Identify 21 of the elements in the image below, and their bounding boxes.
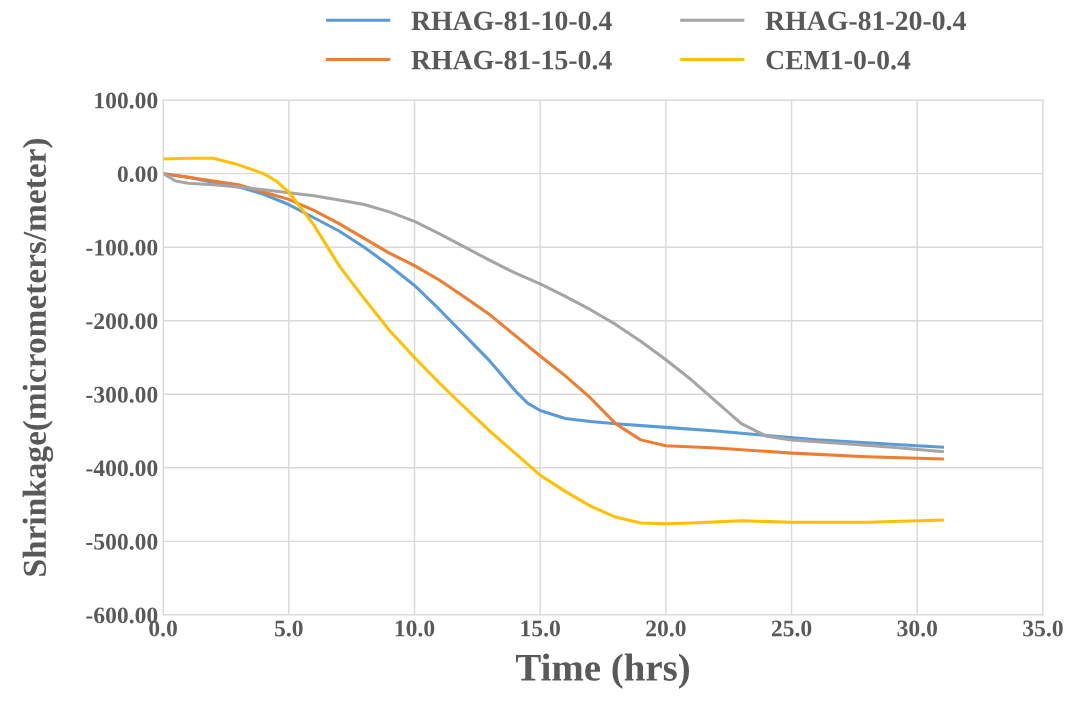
y-tick-label: 100.00 xyxy=(95,92,158,109)
x-tick-label: 15.0 xyxy=(521,620,560,637)
line-series xyxy=(163,156,944,526)
y-tick-label: -500.00 xyxy=(86,533,158,550)
x-tick-label: 25.0 xyxy=(771,620,812,637)
y-tick-label: -200.00 xyxy=(86,313,158,330)
x-tick-label: 35.0 xyxy=(1023,620,1063,637)
x-tick-label: 5.0 xyxy=(274,620,303,637)
y-tick-label: -300.00 xyxy=(86,386,158,403)
y-tick-label: -100.00 xyxy=(86,239,158,256)
y-axis-title: Shrinkage(micrometers/meter) xyxy=(22,138,54,576)
x-tick-label: 30.0 xyxy=(897,620,938,637)
x-tick-label: 20.0 xyxy=(646,620,686,637)
legend-label: RHAG-81-15-0.4 xyxy=(411,50,612,70)
y-tick-label: -400.00 xyxy=(86,460,158,477)
x-tick-label: 10.0 xyxy=(395,620,435,637)
x-axis-title: Time (hrs) xyxy=(515,653,689,689)
legend-label: CEM1-0-0.4 xyxy=(766,50,911,70)
y-tick-label: 0.00 xyxy=(117,166,158,183)
legend-label: RHAG-81-20-0.4 xyxy=(765,11,966,31)
legend-label: RHAG-81-10-0.4 xyxy=(411,11,612,31)
